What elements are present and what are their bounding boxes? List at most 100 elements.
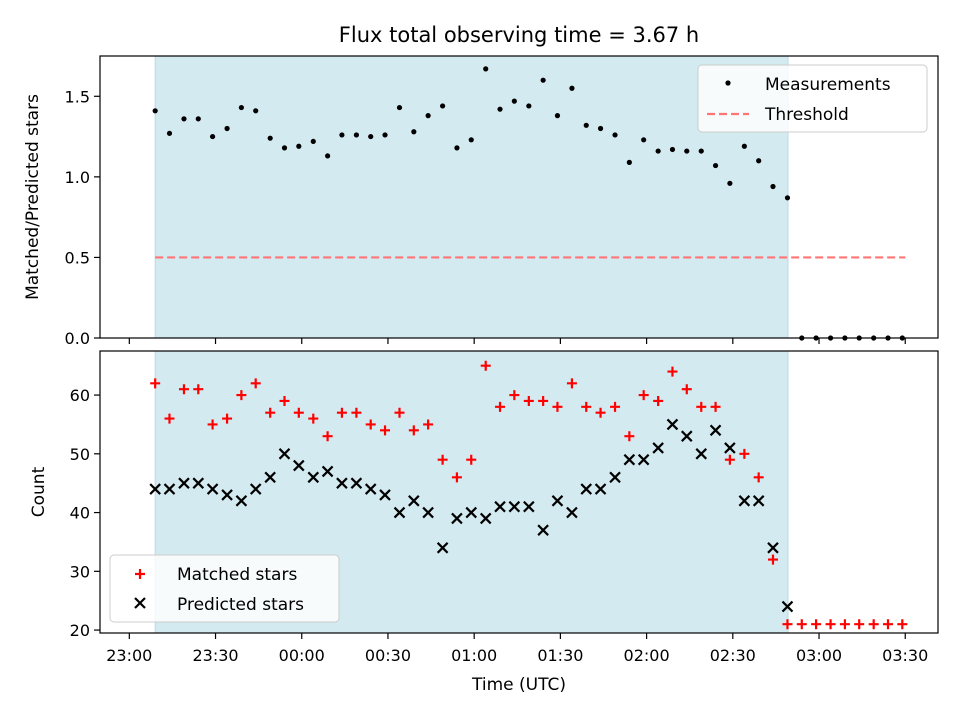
predicted-star-point [321,465,334,478]
matched-star-point [279,395,290,406]
matched-star-point [811,619,822,630]
matched-star-point [854,619,865,630]
legend-matched-marker [135,569,145,579]
count-y-axis-label: Count [29,466,49,517]
predicted-star-point [724,442,736,454]
measurement-point [368,133,374,140]
measurement-point [296,143,302,149]
predicted-star-point [163,483,176,495]
predicted-star-point [149,483,161,495]
matched-star-point [250,378,261,389]
matched-star-point [222,413,233,424]
matched-star-point [552,401,563,412]
matched-star-point [394,407,405,418]
matched-star-point [365,419,376,430]
measurement-point [612,132,618,138]
matched-star-point [653,395,664,406]
measurement-point [166,130,173,136]
measurement-point [497,106,503,112]
matched-star-point [265,407,276,418]
x-tick-label: 23:30 [192,646,238,665]
predicted-star-point [479,512,492,525]
predicted-star-point [235,495,248,507]
x-tick-label: 02:00 [624,646,670,665]
predicted-star-point [781,600,794,613]
measurement-point [597,125,604,132]
measurement-point [641,137,647,143]
y-tick-label: 40 [70,504,90,523]
x-tick-label: 01:00 [451,646,497,665]
measurement-point [382,132,388,138]
measurement-point [440,103,446,109]
matched-star-point [681,384,692,395]
matched-star-point [610,401,621,412]
predicted-star-point [523,500,535,513]
predicted-star-point [752,495,765,507]
predicted-star-point [566,506,578,519]
measurement-point [454,145,460,151]
predicted-star-point [379,489,391,501]
plot-frame [99,55,939,339]
predicted-star-point [465,506,478,519]
matched-star-point [638,390,649,401]
matched-star-point [509,390,520,401]
measurement-point [353,132,360,138]
measurement-point [468,137,474,143]
measurement-point [396,104,403,111]
matched-star-point [566,378,577,389]
ratio-panel: 0.0 0.5 1.0 1.5 Measurements Threshold [65,55,939,348]
matched-star-point [825,619,836,630]
measurement-point [741,143,747,149]
legend-measurements-label: Measurements [765,75,891,95]
matched-star-point [164,413,175,424]
predicted-star-point [436,542,449,554]
measurement-point [281,145,288,151]
predicted-star-point [408,495,420,507]
x-tick-label: 03:00 [796,646,842,665]
matched-star-point [581,401,592,412]
measurement-point [425,113,431,119]
matched-star-point [868,619,879,630]
matched-star-point [767,554,778,565]
matched-star-point [624,431,635,442]
matched-star-point [782,619,793,630]
matched-star-point [437,454,448,465]
matched-star-point [839,619,850,630]
measurement-point [181,116,187,122]
measurement-point [569,85,575,91]
matched-star-point [667,366,678,377]
x-tick-label: 01:30 [537,646,583,665]
predicted-star-point [551,495,564,507]
predicted-star-point [336,477,348,489]
observing-span [154,55,789,339]
chart-title: Flux total observing time = 3.67 h [339,23,699,47]
predicted-star-point [221,489,233,501]
x-tick-label: 03:30 [882,646,928,665]
predicted-star-point [422,506,434,519]
predicted-star-point [393,506,406,519]
measurement-point [325,153,331,159]
predicted-star-point [738,495,751,507]
matched-star-point [753,472,764,483]
measurement-point [655,148,661,154]
predicted-star-point [350,477,363,489]
measurement-point [770,183,776,190]
measurement-point [238,104,244,111]
legend-matched-label: Matched stars [177,565,297,585]
predicted-star-point [594,483,607,495]
measurement-point [411,129,417,135]
matched-star-point [336,407,347,418]
measurement-point [756,158,762,164]
count-panel: 20 30 40 50 60 23:00 23:30 00:00 00:30 01:00 01:30… [70,350,939,665]
predicted-star-point [508,500,521,513]
y-tick-label: 0.0 [65,329,90,348]
legend-threshold-label: Threshold [764,105,849,125]
measurement-point [224,125,230,132]
matched-star-point [423,419,434,430]
predicted-star-point [249,483,262,495]
predicted-star-point [637,453,650,466]
predicted-star-point [451,512,463,525]
matched-star-point [293,407,304,418]
y-tick-label: 20 [70,621,90,640]
measurement-point [195,116,201,122]
